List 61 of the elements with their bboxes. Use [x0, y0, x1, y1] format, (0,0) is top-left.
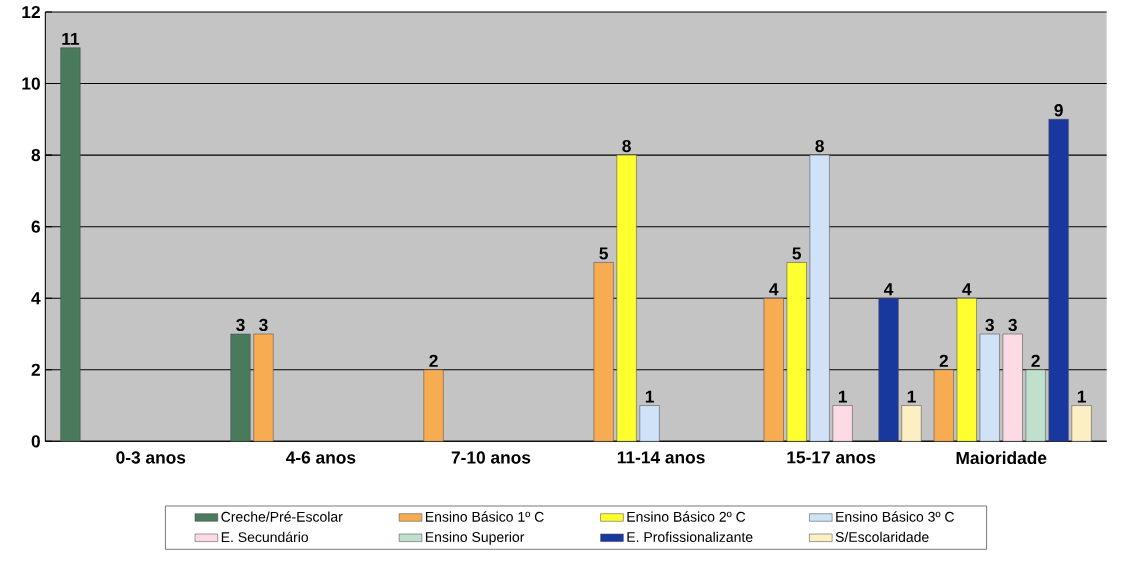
bar [60, 47, 81, 442]
data-label: 8 [622, 139, 631, 153]
x-tick-label: 11-14 anos [617, 451, 705, 464]
bar [253, 333, 274, 442]
legend-label: Ensino Superior [425, 531, 525, 545]
bar [1048, 119, 1069, 442]
bar [1025, 369, 1046, 442]
y-tick-label: 2 [31, 363, 40, 376]
data-label: 1 [1077, 390, 1086, 403]
data-label: 1 [838, 390, 847, 403]
y-tick-label: 6 [31, 220, 40, 233]
legend-label: Ensino Básico 1º C [425, 511, 544, 522]
x-tick-label: 0-3 anos [116, 451, 186, 464]
x-tick-label: 7-10 anos [451, 451, 531, 464]
y-tick-label: 4 [31, 292, 41, 305]
data-label: 4 [769, 283, 779, 296]
bar [593, 262, 614, 442]
legend-label: Ensino Básico 3º C [836, 511, 955, 522]
data-label: 3 [259, 318, 268, 332]
bar [639, 405, 660, 442]
y-tick-label: 12 [22, 5, 40, 19]
x-tick-label: 4-6 anos [285, 451, 356, 464]
bar [809, 154, 830, 442]
bar [763, 297, 784, 442]
data-label: 8 [815, 139, 824, 153]
bar [786, 262, 807, 442]
data-label: 1 [645, 390, 654, 403]
legend-label: Ensino Básico 2º C [627, 511, 746, 522]
data-label: 3 [985, 318, 994, 332]
data-label: 9 [1054, 104, 1063, 117]
bar [901, 405, 922, 442]
y-tick-label: 10 [22, 77, 40, 90]
data-label: 5 [792, 247, 802, 260]
data-label: 5 [599, 247, 608, 260]
legend-label: Creche/Pré-Escolar [221, 511, 343, 522]
bar [956, 297, 977, 442]
data-label: 3 [236, 318, 245, 332]
data-label: 4 [962, 283, 972, 296]
bar [616, 154, 637, 442]
bar [230, 333, 251, 442]
data-label: 2 [1031, 354, 1040, 367]
data-label: 2 [939, 354, 948, 367]
legend-label: S/Escolaridade [835, 531, 929, 543]
bar [979, 333, 1000, 442]
legend-label: E. Secundário [221, 531, 309, 543]
legend-label: E. Profissionalizante [627, 531, 753, 543]
bar [933, 369, 954, 442]
data-label: 3 [1008, 318, 1017, 332]
y-tick-label: 0 [31, 435, 40, 448]
bar [423, 369, 444, 442]
x-tick-label: 15-17 anos [787, 451, 876, 464]
data-label: 1 [907, 390, 916, 403]
bar [878, 297, 899, 442]
bar [832, 405, 853, 442]
data-label: 11 [62, 32, 80, 45]
bar [1002, 333, 1023, 442]
y-tick-label: 8 [31, 148, 41, 162]
data-label: 2 [429, 354, 438, 367]
bar [1071, 405, 1092, 442]
data-label: 4 [883, 283, 894, 296]
x-tick-label: Maioridade [956, 451, 1047, 465]
